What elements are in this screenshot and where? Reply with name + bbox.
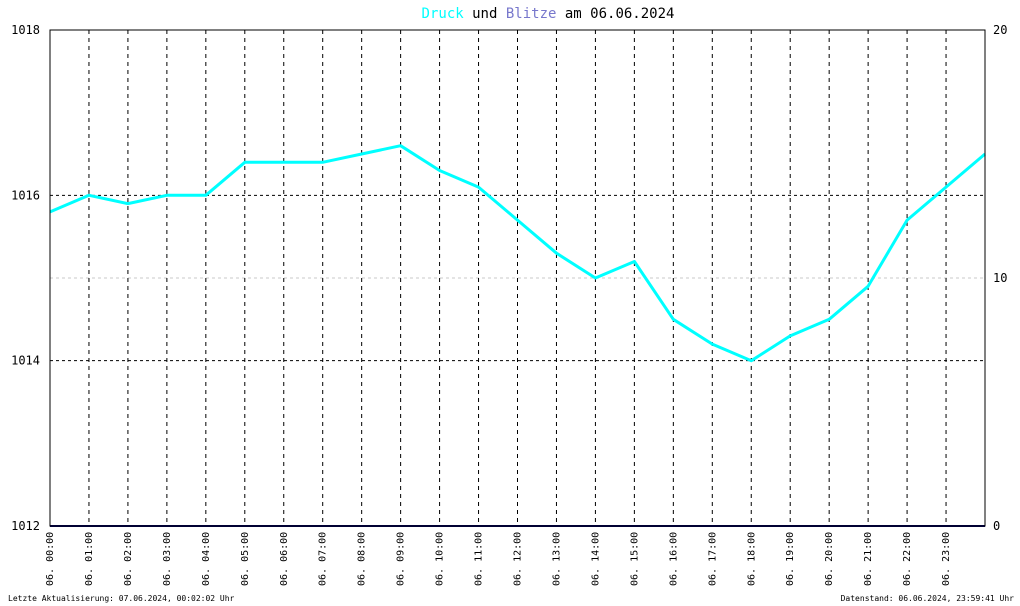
x-tick-label: 06. 17:00 [707,532,718,586]
x-tick-label: 06. 21:00 [863,532,874,586]
title-blitze: Blitze [506,6,557,22]
title-und: und [464,6,506,22]
x-tick-label: 06. 18:00 [746,532,757,586]
y-left-tick-label: 1018 [11,23,40,37]
title-date: am 06.06.2024 [556,6,674,22]
x-tick-label: 06. 05:00 [240,532,251,586]
y-left-tick-label: 1016 [11,188,40,202]
right-axis-labels: 0 10 20 [993,23,1007,533]
x-tick-label: 06. 13:00 [551,532,562,586]
y-left-tick-label: 1012 [11,519,40,533]
x-tick-label: 06. 07:00 [318,532,329,586]
x-tick-label: 06. 08:00 [357,532,368,586]
x-tick-label: 06. 11:00 [474,532,485,586]
x-tick-label: 06. 15:00 [629,532,640,586]
x-tick-label: 06. 20:00 [824,532,835,586]
y-right-tick-label: 10 [993,271,1007,285]
x-tick-label: 06. 19:00 [785,532,796,586]
x-tick-label: 06. 12:00 [513,532,524,586]
y-right-tick-label: 0 [993,519,1000,533]
y-left-tick-label: 1014 [11,354,40,368]
plot-frame [49,29,986,527]
title-druck: Druck [422,6,465,22]
x-tick-label: 06. 14:00 [590,532,601,586]
footer-last-update: Letzte Aktualisierung: 07.06.2024, 00:02… [8,594,235,603]
series-line-druck [49,144,986,363]
x-tick-label: 06. 10:00 [435,532,446,586]
x-tick-label: 06. 01:00 [84,532,95,586]
y-right-tick-label: 20 [993,23,1007,37]
x-tick-label: 06. 06:00 [279,532,290,586]
chart-title: Druck und Blitze am 06.06.2024 [422,6,675,22]
x-tick-label: 06. 04:00 [201,532,212,586]
x-tick-label: 06. 23:00 [941,532,952,586]
x-tick-label: 06. 03:00 [162,532,173,586]
grid-lines [50,30,985,526]
x-tick-label: 06. 02:00 [123,532,134,586]
x-tick-label: 06. 16:00 [668,532,679,586]
x-tick-label: 06. 22:00 [902,532,913,586]
left-axis-labels: 1012 1014 1016 1018 [11,23,40,533]
x-tick-label: 06. 09:00 [396,532,407,586]
footer-data-status: Datenstand: 06.06.2024, 23:59:41 Uhr [841,594,1015,603]
x-axis-labels: 06. 00:00 06. 01:00 06. 02:00 06. 03:00 06. … [45,532,952,586]
x-tick-label: 06. 00:00 [45,532,56,586]
